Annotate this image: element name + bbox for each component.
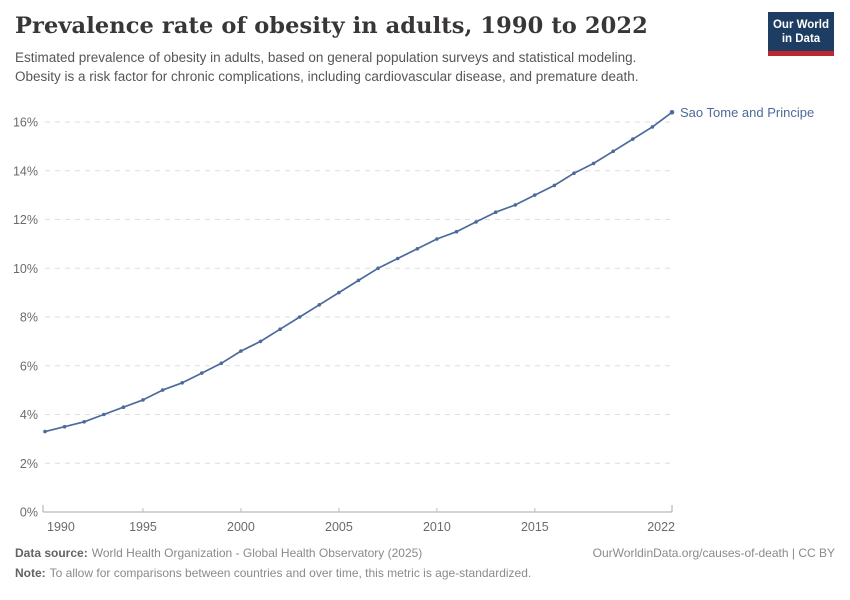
note-label: Note: (15, 566, 46, 580)
data-point[interactable] (297, 315, 302, 319)
data-point[interactable] (356, 278, 361, 283)
y-axis-tick-label: 0% (20, 506, 38, 520)
data-point[interactable] (611, 149, 615, 154)
owid-url-link[interactable]: OurWorldinData.org/causes-of-death | CC … (592, 546, 835, 560)
data-point[interactable] (239, 349, 243, 353)
chart-subtitle-line2: Obesity is a risk factor for chronic com… (15, 69, 639, 85)
data-point[interactable] (62, 424, 67, 429)
data-point[interactable] (493, 210, 498, 214)
data-point[interactable] (552, 183, 557, 188)
x-axis-tick-label: 2015 (521, 520, 549, 534)
y-axis-tick-label: 8% (20, 311, 38, 325)
owid-logo-line2: in Data (781, 33, 821, 45)
data-point[interactable] (43, 429, 47, 434)
chart-footer: Data source: World Health Organization - … (15, 545, 835, 581)
series-line (44, 111, 673, 433)
series-end-label[interactable]: Sao Tome and Principe (680, 105, 814, 120)
data-point[interactable] (102, 412, 106, 417)
note-text: To allow for comparisons between countri… (49, 566, 532, 580)
y-axis-tick-label: 10% (13, 262, 38, 276)
data-source-label: Data source: (15, 546, 88, 560)
data-point[interactable] (435, 237, 439, 241)
chart-note: Note: To allow for comparisons between co… (15, 565, 835, 581)
x-axis-tick-label: 2000 (227, 520, 255, 534)
x-axis-tick-label: 2010 (423, 520, 451, 534)
y-axis-tick-label: 12% (13, 213, 38, 227)
data-point[interactable] (258, 339, 263, 344)
data-point[interactable] (631, 137, 635, 141)
y-axis-tick-label: 6% (20, 359, 38, 373)
data-point[interactable] (219, 361, 224, 366)
x-axis-tick-label: 2022 (647, 520, 675, 534)
owid-logo-line1: Our World (772, 19, 829, 31)
data-point[interactable] (141, 398, 145, 402)
x-axis-tick-label: 2005 (325, 520, 353, 534)
data-point[interactable] (82, 420, 86, 424)
data-point[interactable] (337, 290, 341, 295)
data-point[interactable] (278, 327, 282, 332)
y-axis-tick-label: 4% (20, 408, 38, 422)
data-source: Data source: World Health Organization - … (15, 545, 422, 561)
y-axis-tick-label: 14% (13, 164, 38, 178)
data-point[interactable] (121, 405, 126, 410)
data-point[interactable] (591, 161, 596, 166)
data-point[interactable] (650, 125, 655, 129)
data-point[interactable] (474, 220, 478, 224)
x-axis-tick-label: 1995 (129, 520, 157, 534)
data-point[interactable] (180, 381, 184, 385)
x-axis-tick-label: 1990 (47, 520, 75, 534)
data-point[interactable] (533, 193, 537, 197)
data-point[interactable] (513, 203, 518, 207)
chart-title: Prevalence rate of obesity in adults, 19… (15, 13, 648, 39)
y-axis-tick-label: 16% (13, 116, 38, 130)
data-source-text: World Health Organization - Global Healt… (91, 546, 423, 560)
data-point[interactable] (160, 388, 165, 392)
data-point[interactable] (454, 229, 459, 234)
data-point[interactable] (669, 110, 675, 115)
data-point[interactable] (395, 256, 400, 261)
owid-logo[interactable]: Our World in Data (768, 12, 834, 56)
data-point[interactable] (572, 171, 576, 175)
data-point[interactable] (200, 371, 204, 375)
chart-header: Prevalence rate of obesity in adults, 19… (15, 12, 740, 86)
y-axis-tick-label: 2% (20, 457, 38, 471)
data-point[interactable] (376, 266, 380, 271)
data-point[interactable] (317, 303, 322, 307)
data-point[interactable] (415, 247, 420, 251)
chart-subtitle-line1: Estimated prevalence of obesity in adult… (15, 50, 637, 66)
chart-subtitle: Estimated prevalence of obesity in adult… (15, 48, 740, 86)
